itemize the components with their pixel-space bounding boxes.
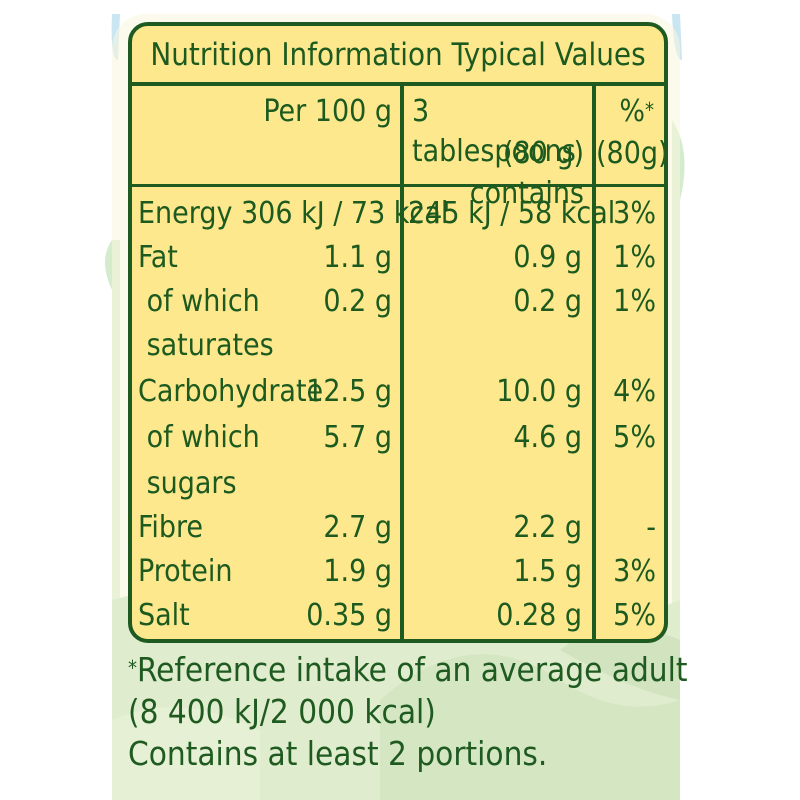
header-ri-percent: %: [619, 94, 645, 129]
cell-ri-sugars: 5%: [613, 420, 656, 455]
row-label-saturates: of which: [138, 284, 260, 319]
footnote-line1: Reference intake of an average adult: [137, 650, 688, 689]
footnote-portions: Contains at least 2 portions.: [128, 734, 548, 773]
header-per-100g: Per 100 g: [263, 94, 392, 129]
column-divider: [592, 86, 596, 639]
cell-ri-protein: 3%: [613, 554, 656, 589]
header-divider: [132, 184, 664, 187]
row-label-sugars: of which: [138, 420, 260, 455]
row-label-carbohydrate: Carbohydrate: [138, 374, 324, 409]
cell-per100-sugars: 5.7 g: [323, 420, 392, 455]
cell-ri-saturates: 1%: [613, 284, 656, 319]
cell-ri-fibre: -: [646, 510, 656, 545]
header-ri-line2: (80g): [596, 136, 668, 171]
cell-serving-fat: 0.9 g: [513, 240, 582, 275]
cell-per100-salt: 0.35 g: [306, 598, 392, 633]
cell-per100-saturates: 0.2 g: [323, 284, 392, 319]
cell-serving-energy: 245 kJ / 58 kcal: [408, 196, 616, 231]
cell-per100-fibre: 2.7 g: [323, 510, 392, 545]
footnote-asterisk: *: [128, 656, 137, 680]
cell-per100-protein: 1.9 g: [323, 554, 392, 589]
cell-serving-sugars: 4.6 g: [513, 420, 582, 455]
cell-ri-energy: 3%: [613, 196, 656, 231]
header-serving-line1: 3 tablespoons: [412, 94, 576, 169]
cell-ri-carbohydrate: 4%: [613, 374, 656, 409]
cell-serving-salt: 0.28 g: [496, 598, 582, 633]
cell-per100-fat: 1.1 g: [323, 240, 392, 275]
header-serving-line2: (80 g) contains: [469, 136, 584, 211]
cell-serving-fibre: 2.2 g: [513, 510, 582, 545]
row-label-salt: Salt: [138, 598, 190, 633]
cell-ri-fat: 1%: [613, 240, 656, 275]
nutrition-table: Nutrition Information Typical Values Per…: [128, 22, 668, 643]
row-label-sugars-line2: sugars: [138, 466, 237, 501]
cell-serving-carbohydrate: 10.0 g: [496, 374, 582, 409]
row-label-energy: Energy 306 kJ / 73 kcal: [138, 196, 449, 231]
row-label-fat: Fat: [138, 240, 178, 275]
header-ri-asterisk: *: [645, 98, 654, 122]
footnote-reference-intake: *Reference intake of an average adult: [128, 650, 688, 690]
table-title: Nutrition Information Typical Values: [132, 26, 664, 86]
cell-ri-salt: 5%: [613, 598, 656, 633]
column-divider: [400, 86, 404, 639]
cell-serving-saturates: 0.2 g: [513, 284, 582, 319]
row-label-fibre: Fibre: [138, 510, 204, 545]
header-ri-line1: %*: [596, 92, 654, 132]
cell-per100-carbohydrate: 12.5 g: [306, 374, 392, 409]
row-label-saturates-line2: saturates: [138, 328, 274, 363]
row-label-protein: Protein: [138, 554, 233, 589]
footnote-energy-reference: (8 400 kJ/2 000 kcal): [128, 692, 436, 731]
cell-serving-protein: 1.5 g: [513, 554, 582, 589]
